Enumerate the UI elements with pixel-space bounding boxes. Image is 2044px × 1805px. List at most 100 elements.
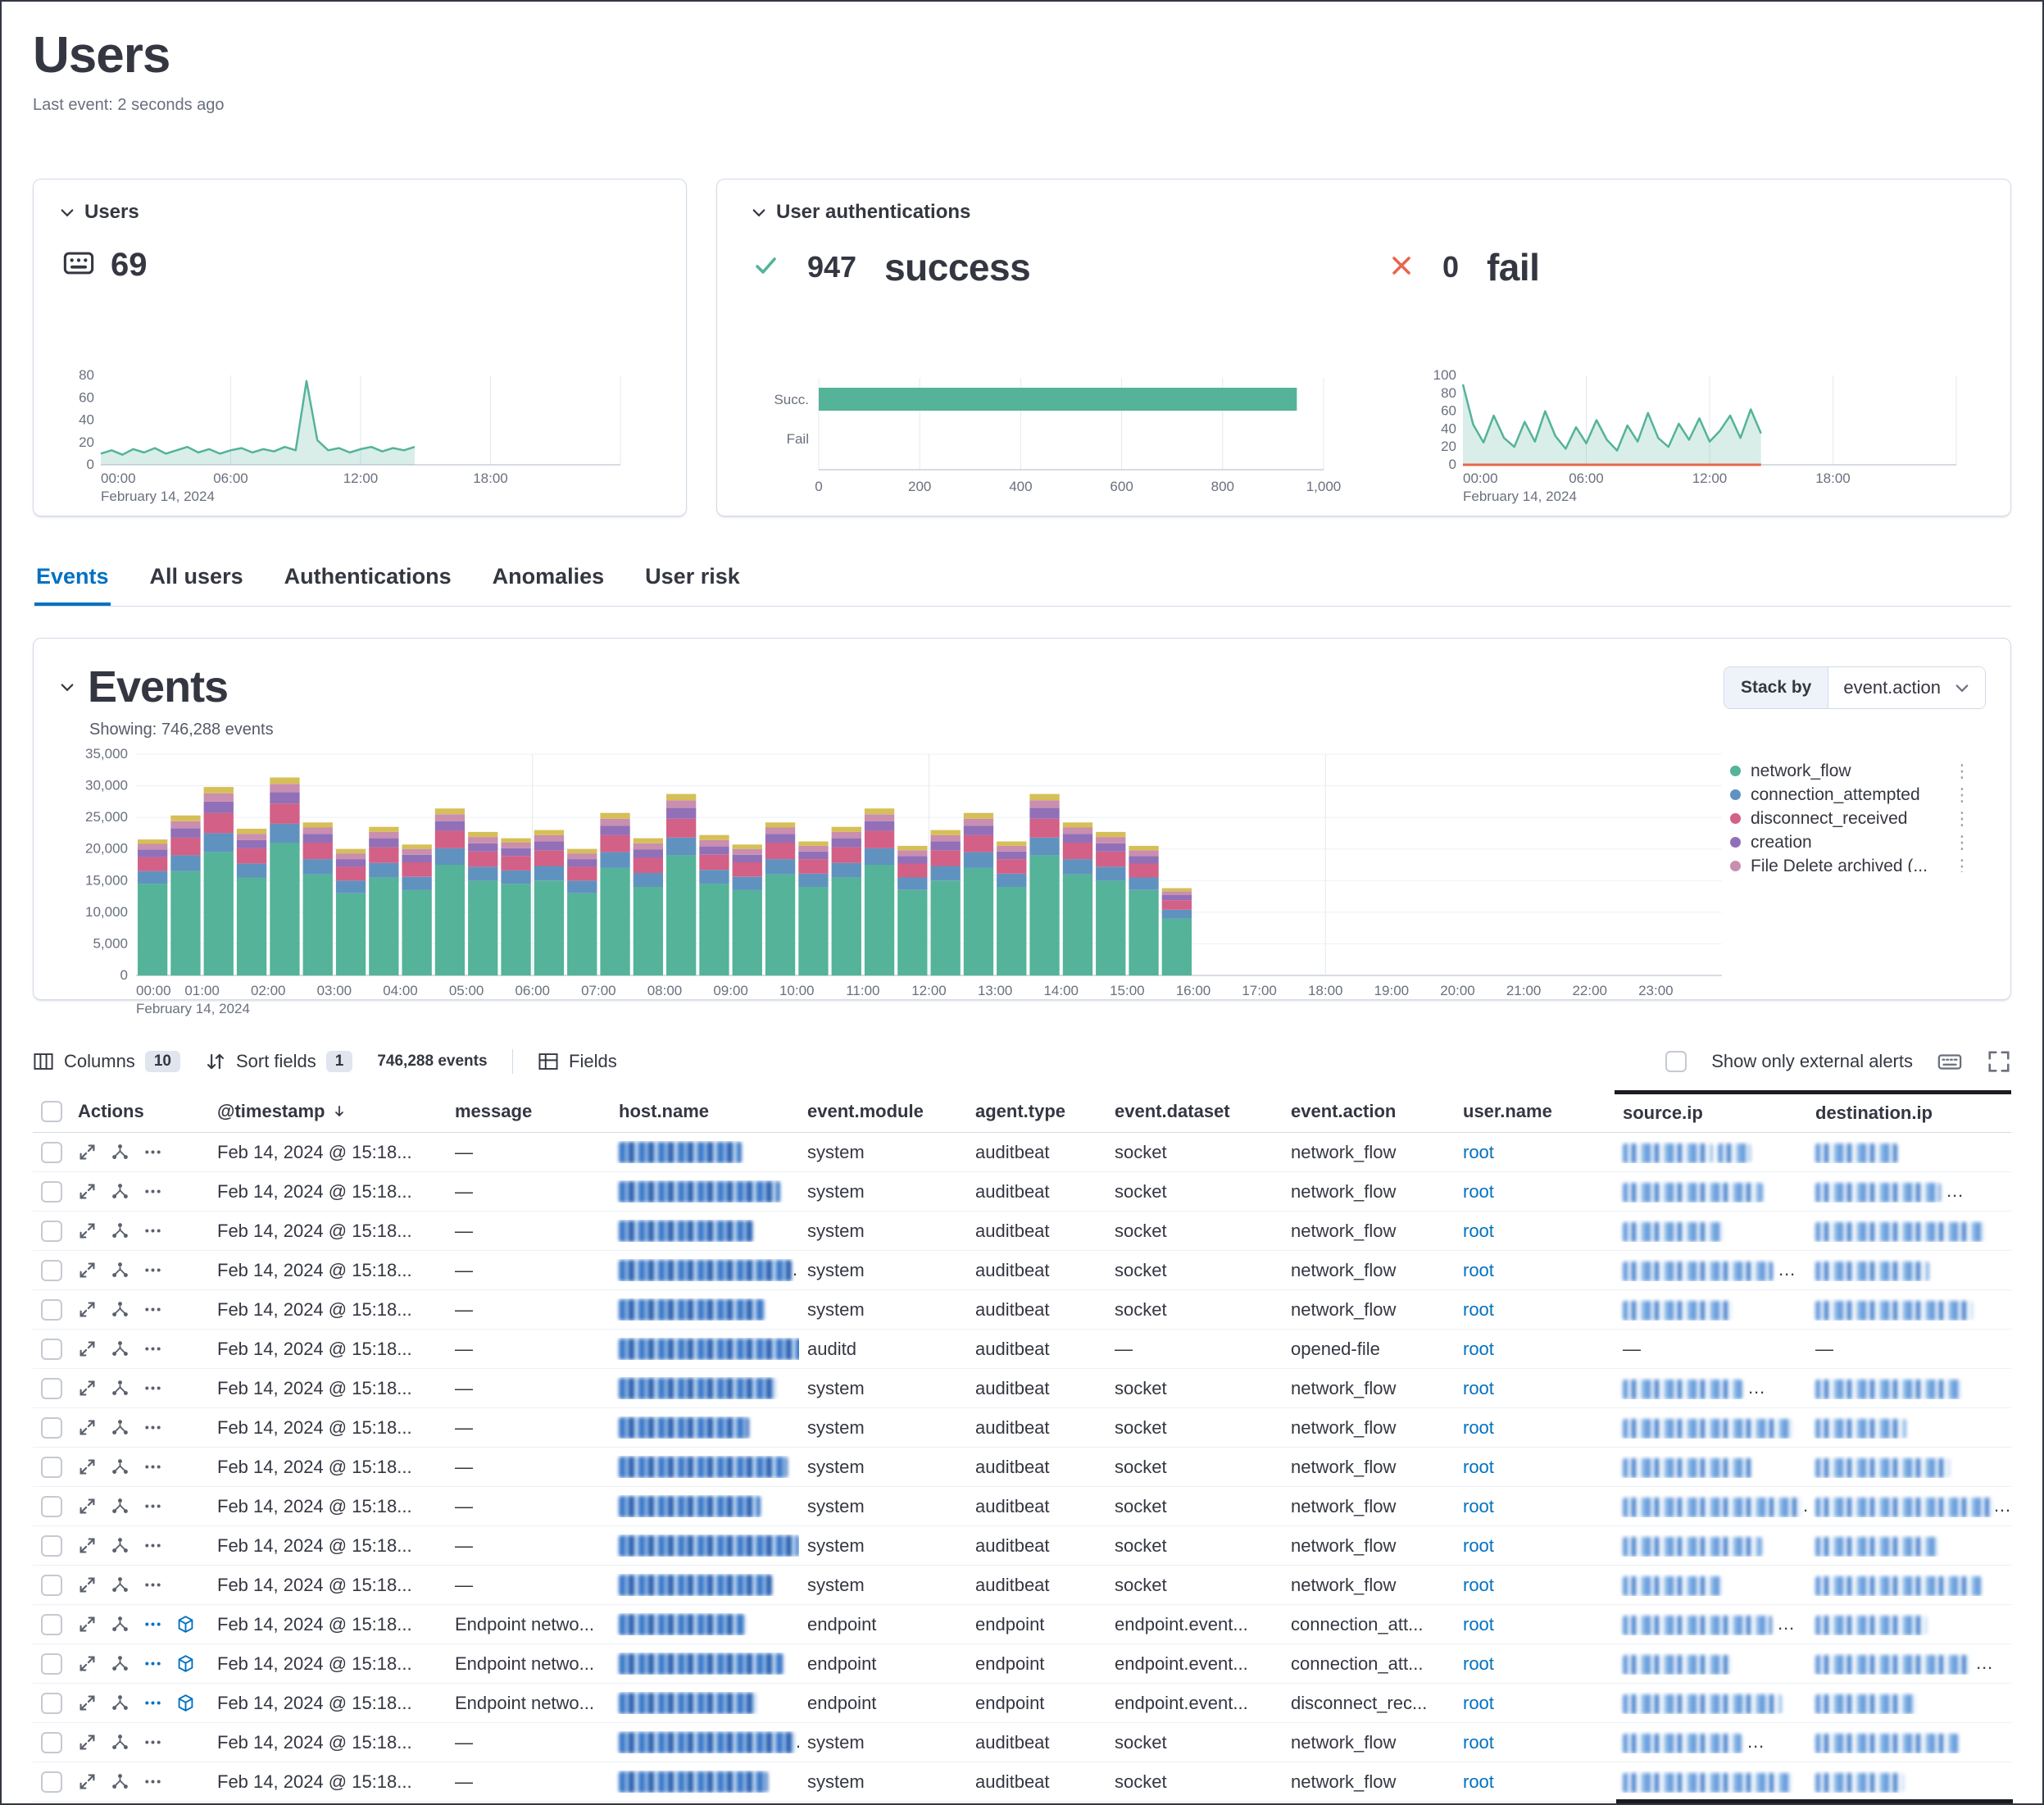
header-source-ip[interactable]: source.ip [1615,1090,1807,1132]
row-checkbox[interactable] [40,1495,62,1517]
expand-event-button[interactable] [71,1727,102,1758]
row-checkbox[interactable] [40,1534,62,1557]
user-name-link[interactable]: root [1463,1141,1494,1162]
more-actions-button[interactable] [137,1530,168,1562]
more-actions-button[interactable] [137,1688,168,1719]
user-name-link[interactable]: root [1463,1456,1494,1477]
user-name-link[interactable]: root [1463,1613,1494,1635]
expand-event-button[interactable] [71,1334,102,1365]
row-checkbox[interactable] [40,1338,62,1360]
header-event-action[interactable]: event.action [1291,1100,1397,1121]
legend-menu-icon[interactable]: ⋮ [1953,760,1971,781]
more-actions-button[interactable] [137,1176,168,1207]
more-actions-button[interactable] [137,1216,168,1247]
legend-item[interactable]: connection_attempted ⋮ [1730,783,1976,807]
fullscreen-icon[interactable] [1987,1049,2011,1074]
more-actions-button[interactable] [137,1727,168,1758]
analyze-event-button[interactable] [104,1609,135,1640]
more-actions-button[interactable] [137,1766,168,1798]
more-actions-button[interactable] [137,1570,168,1601]
legend-item[interactable]: disconnect_received ⋮ [1730,807,1976,830]
more-actions-button[interactable] [137,1452,168,1483]
user-name-link[interactable]: root [1463,1574,1494,1595]
row-checkbox[interactable] [40,1220,62,1242]
user-name-link[interactable]: root [1463,1416,1494,1438]
expand-event-button[interactable] [71,1373,102,1404]
legend-menu-icon[interactable]: ⋮ [1953,855,1971,873]
row-checkbox[interactable] [40,1613,62,1635]
endpoint-icon[interactable] [170,1609,201,1640]
analyze-event-button[interactable] [104,1452,135,1483]
user-name-link[interactable]: root [1463,1771,1494,1792]
tab-anomalies[interactable]: Anomalies [491,564,606,606]
analyze-event-button[interactable] [104,1688,135,1719]
user-name-link[interactable]: root [1463,1180,1494,1202]
legend-item[interactable]: creation ⋮ [1730,830,1976,854]
row-checkbox[interactable] [40,1180,62,1203]
sort-fields-button[interactable]: Sort fields 1 [205,1051,353,1072]
row-checkbox[interactable] [40,1771,62,1793]
legend-item[interactable]: File Delete archived (... ⋮ [1730,854,1976,872]
expand-event-button[interactable] [71,1137,102,1168]
user-name-link[interactable]: root [1463,1534,1494,1556]
stack-by-select[interactable]: event.action [1828,667,1985,708]
expand-event-button[interactable] [71,1412,102,1444]
expand-event-button[interactable] [71,1570,102,1601]
header-host-name[interactable]: host.name [619,1100,710,1121]
analyze-event-button[interactable] [104,1491,135,1522]
expand-event-button[interactable] [71,1255,102,1286]
row-checkbox[interactable] [40,1377,62,1399]
expand-event-button[interactable] [71,1452,102,1483]
select-all-checkbox[interactable] [40,1100,62,1122]
user-name-link[interactable]: root [1463,1259,1494,1280]
analyze-event-button[interactable] [104,1727,135,1758]
more-actions-button[interactable] [137,1255,168,1286]
header-event-dataset[interactable]: event.dataset [1115,1100,1230,1121]
legend-menu-icon[interactable]: ⋮ [1953,831,1971,852]
endpoint-icon[interactable] [170,1648,201,1680]
user-name-link[interactable]: root [1463,1377,1494,1398]
more-actions-button[interactable] [137,1412,168,1444]
expand-event-button[interactable] [71,1648,102,1680]
row-checkbox[interactable] [40,1456,62,1478]
user-name-link[interactable]: root [1463,1495,1494,1516]
keyboard-icon[interactable] [1937,1049,1962,1074]
legend-menu-icon[interactable]: ⋮ [1953,807,1971,829]
expand-event-button[interactable] [71,1766,102,1798]
more-actions-button[interactable] [137,1609,168,1640]
expand-event-button[interactable] [71,1216,102,1247]
chevron-down-icon[interactable] [750,203,768,221]
header-destination-ip[interactable]: destination.ip [1807,1090,2011,1132]
analyze-event-button[interactable] [104,1334,135,1365]
legend-menu-icon[interactable]: ⋮ [1953,784,1971,805]
header-agent-type[interactable]: agent.type [975,1100,1066,1121]
legend-item[interactable]: network_flow ⋮ [1730,759,1976,783]
tab-user-risk[interactable]: User risk [643,564,742,606]
more-actions-button[interactable] [137,1294,168,1325]
tab-all-users[interactable]: All users [148,564,245,606]
analyze-event-button[interactable] [104,1648,135,1680]
header-message[interactable]: message [455,1100,533,1121]
analyze-event-button[interactable] [104,1216,135,1247]
expand-event-button[interactable] [71,1530,102,1562]
user-name-link[interactable]: root [1463,1692,1494,1713]
expand-event-button[interactable] [71,1491,102,1522]
columns-button[interactable]: Columns 10 [33,1051,180,1072]
analyze-event-button[interactable] [104,1412,135,1444]
expand-event-button[interactable] [71,1688,102,1719]
row-checkbox[interactable] [40,1141,62,1163]
analyze-event-button[interactable] [104,1255,135,1286]
analyze-event-button[interactable] [104,1176,135,1207]
more-actions-button[interactable] [137,1373,168,1404]
analyze-event-button[interactable] [104,1570,135,1601]
analyze-event-button[interactable] [104,1294,135,1325]
row-checkbox[interactable] [40,1259,62,1281]
external-alerts-checkbox[interactable] [1665,1051,1687,1072]
row-checkbox[interactable] [40,1653,62,1675]
chevron-down-icon[interactable] [58,203,76,221]
more-actions-button[interactable] [137,1491,168,1522]
header-user-name[interactable]: user.name [1463,1100,1552,1121]
header-timestamp[interactable]: @timestamp [209,1090,447,1132]
header-event-module[interactable]: event.module [807,1100,924,1121]
tab-events[interactable]: Events [34,564,111,606]
